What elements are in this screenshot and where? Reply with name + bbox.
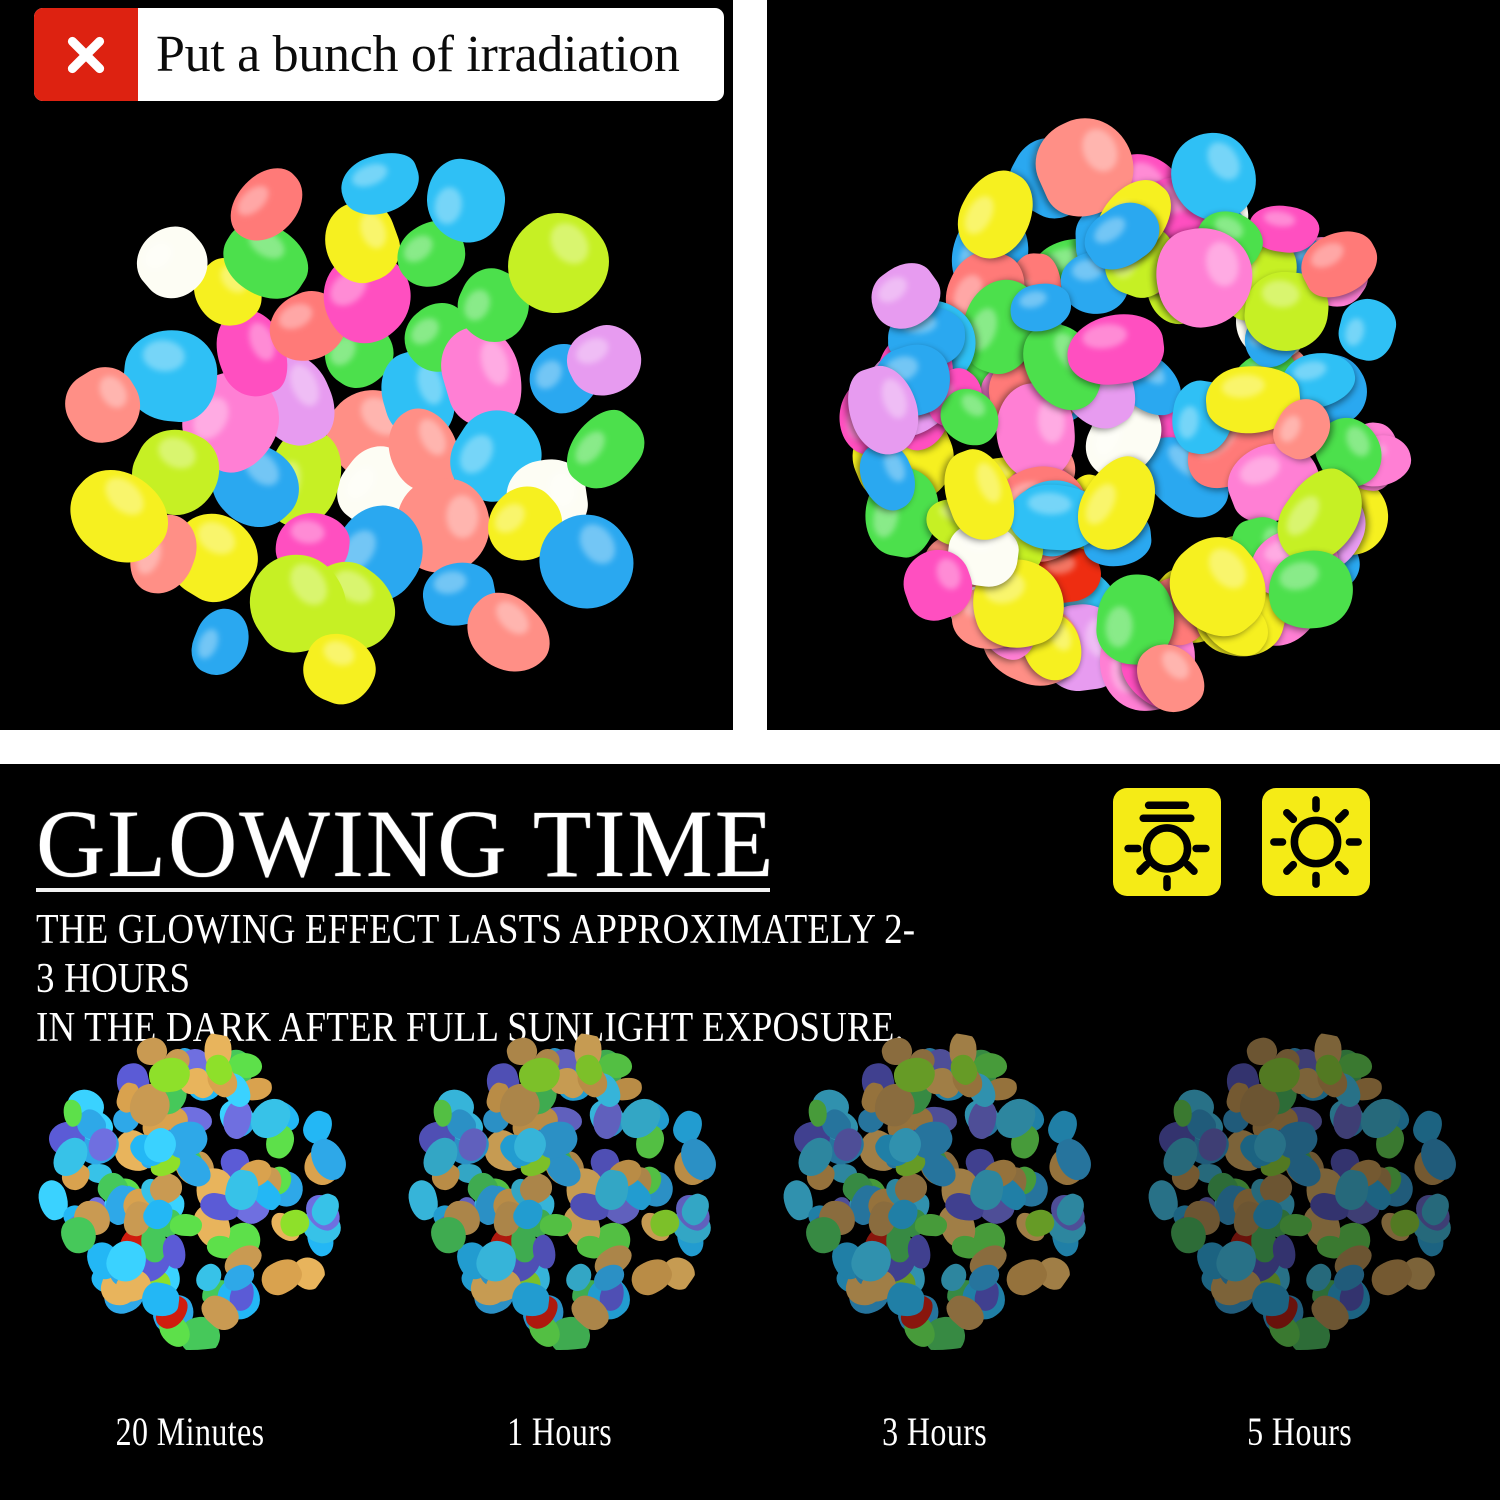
spread-pebble-photo bbox=[0, 0, 733, 730]
glow-sample-circle bbox=[31, 1032, 349, 1350]
bad-practice-panel bbox=[767, 0, 1500, 730]
good-practice-panel bbox=[0, 0, 733, 730]
title-underline-rule bbox=[36, 888, 770, 892]
glow-time-label: 3 Hours bbox=[776, 1408, 1094, 1455]
glow-time-label-text: 20 Minutes bbox=[115, 1409, 265, 1454]
horizontal-divider bbox=[0, 730, 1500, 764]
page-title: GLOWING TIME bbox=[36, 790, 776, 897]
glow-time-label: 20 Minutes bbox=[31, 1408, 349, 1455]
glow-time-label: 5 Hours bbox=[1141, 1408, 1459, 1455]
glow-time-label-text: 1 Hours bbox=[507, 1409, 613, 1454]
glow-sample-circle bbox=[401, 1032, 719, 1350]
glow-time-label-text: 5 Hours bbox=[1247, 1409, 1353, 1454]
glow-sample-circle bbox=[776, 1032, 1094, 1350]
lamp-brightness-icon bbox=[1113, 788, 1221, 896]
pebble bbox=[183, 600, 258, 684]
glow-time-label-text: 3 Hours bbox=[882, 1409, 988, 1454]
cross-icon bbox=[34, 8, 138, 101]
glow-time-label: 1 Hours bbox=[401, 1408, 719, 1455]
heaped-pebble-photo bbox=[767, 0, 1500, 730]
bad-practice-label: Put a bunch of irradiation bbox=[156, 25, 680, 83]
vertical-divider bbox=[733, 0, 767, 732]
sun-icon bbox=[1262, 788, 1370, 896]
bad-practice-badge: Put a bunch of irradiation bbox=[34, 8, 724, 101]
glow-sample-circle bbox=[1141, 1032, 1459, 1350]
glow-description: THE GLOWING EFFECT LASTS APPROXIMATELY 2… bbox=[36, 907, 916, 1052]
